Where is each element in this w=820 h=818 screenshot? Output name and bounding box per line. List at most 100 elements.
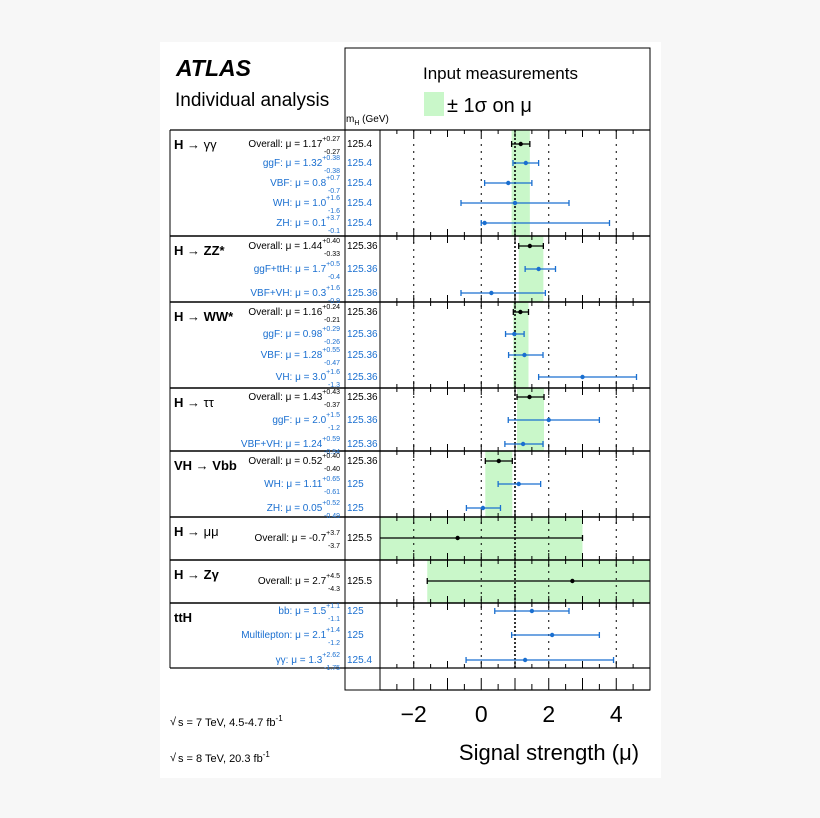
row-label-up: +2.62 <box>322 652 340 659</box>
row-label-down-2-1: -0.26 <box>324 339 340 346</box>
mh-value-7-1: 125 <box>347 630 364 641</box>
grid-layer <box>413 130 617 668</box>
row-label-up: +0.38 <box>322 155 340 162</box>
row-label-down-3-0: -0.37 <box>324 402 340 409</box>
row-label-down-6-0: -4.3 <box>328 586 340 593</box>
row-label-down-4-2: -0.49 <box>324 513 340 520</box>
group-label-part-1: γγ <box>204 137 218 152</box>
point-0-1 <box>523 160 528 166</box>
row-label-7-1: Multilepton: μ = 2.1+1.4 <box>241 627 340 641</box>
row-label-main: ggF+ttH: μ = 1.7 <box>254 264 327 275</box>
x-tick-label-3: 4 <box>610 701 623 727</box>
row-label-0-3: WH: μ = 1.0+1.6 <box>273 195 340 209</box>
mh-value-2-0: 125.36 <box>347 307 378 318</box>
row-label-main: VBF: μ = 1.28 <box>261 350 323 361</box>
row-label-0-1: ggF: μ = 1.32+0.38 <box>263 155 340 169</box>
x-axis-label: Signal strength (μ) <box>459 740 639 765</box>
group-label-part-0: H → <box>174 309 204 324</box>
row-label-up: +1.6 <box>326 369 340 376</box>
row-label-up: +0.27 <box>322 136 340 143</box>
group-label-6: H → Zγ <box>174 567 220 582</box>
group-label-1: H → ZZ* <box>174 243 226 258</box>
point-4-1 <box>516 481 521 487</box>
group-label-part-0: H → <box>174 567 204 582</box>
row-label-5-0: Overall: μ = -0.7+3.7 <box>255 530 341 544</box>
mh-value-3-0: 125.36 <box>347 392 378 403</box>
mh-value-4-1: 125 <box>347 479 364 490</box>
mh-value-7-0: 125 <box>347 606 364 617</box>
group-label-part-1: WW* <box>204 309 235 324</box>
group-label-2: H → WW* <box>174 309 234 324</box>
row-label-up: +0.40 <box>322 453 340 460</box>
energy-note-main: s = 7 TeV, 4.5-4.7 fb <box>178 717 276 729</box>
mh-value-1-2: 125.36 <box>347 288 378 299</box>
subtitle-text: Individual analysis <box>175 90 329 111</box>
row-label-down-2-2: -0.47 <box>324 360 340 367</box>
row-label-up: +3.7 <box>326 530 340 537</box>
row-label-main: ggF: μ = 2.0 <box>272 415 326 426</box>
row-label-down-3-2: -0.54 <box>324 449 340 456</box>
row-label-main: WH: μ = 1.11 <box>264 479 323 490</box>
group-label-7: ttH <box>174 610 192 625</box>
row-label-2-2: VBF: μ = 1.28+0.55 <box>261 347 340 361</box>
row-label-up: +1.1 <box>326 603 340 610</box>
point-6-0 <box>570 578 575 584</box>
row-label-up: +0.7 <box>326 175 340 182</box>
group-label-0: H → γγ <box>174 137 217 152</box>
row-label-1-2: VBF+VH: μ = 0.3+1.6 <box>250 285 340 299</box>
row-label-up: +0.40 <box>322 238 340 245</box>
mh-header-m: m <box>346 114 354 125</box>
row-label-main: Overall: μ = -0.7 <box>255 533 327 544</box>
row-label-main: Multilepton: μ = 2.1 <box>241 630 326 641</box>
row-label-up: +0.5 <box>326 261 340 268</box>
row-label-down-0-2: -0.7 <box>328 188 340 195</box>
row-label-main: VH: μ = 3.0 <box>276 372 327 383</box>
row-label-up: +0.52 <box>322 500 340 507</box>
row-label-main: VBF+VH: μ = 1.24 <box>241 439 323 450</box>
row-label-3-1: ggF: μ = 2.0+1.5 <box>272 412 340 426</box>
row-label-main: bb: μ = 1.5 <box>278 606 326 617</box>
frame-layer <box>169 47 651 691</box>
row-label-7-2: γγ: μ = 1.3+2.62 <box>276 652 340 666</box>
row-label-up: +1.4 <box>326 627 340 634</box>
marks-layer <box>380 141 650 663</box>
row-label-up: +0.43 <box>322 389 340 396</box>
sqrt-sign-0: √ <box>170 716 177 728</box>
mh-value-0-2: 125.4 <box>347 178 372 189</box>
row-label-down-7-0: -1.1 <box>328 616 340 623</box>
point-2-2 <box>522 352 527 358</box>
signal-strength-chart: −2 0 2 4 Signal strength (μ) ATLAS Individual … <box>169 47 651 765</box>
point-1-2 <box>489 290 494 296</box>
point-2-0 <box>518 309 523 315</box>
row-label-3-2: VBF+VH: μ = 1.24+0.59 <box>241 436 340 450</box>
legend-band-label: ± 1σ on μ <box>447 95 532 117</box>
mh-value-4-2: 125 <box>347 503 364 514</box>
row-label-main: Overall: μ = 1.43 <box>248 392 322 403</box>
text-layer: −2 0 2 4 Signal strength (μ) ATLAS Individual … <box>170 55 639 765</box>
row-label-3-0: Overall: μ = 1.43+0.43 <box>248 389 340 403</box>
row-label-6-0: Overall: μ = 2.7+4.5 <box>258 573 340 587</box>
point-5-0 <box>455 535 460 541</box>
row-label-down-2-0: -0.21 <box>324 317 340 324</box>
point-2-3 <box>580 374 585 380</box>
row-label-main: Overall: μ = 0.52 <box>248 456 322 467</box>
group-label-5: H → μμ <box>174 524 219 539</box>
group-label-part-1: Zγ <box>204 567 220 582</box>
x-tick-label-1: 0 <box>475 701 488 727</box>
row-label-main: VBF+VH: μ = 0.3 <box>250 288 326 299</box>
point-4-0 <box>496 458 501 464</box>
row-label-down-1-2: -0.9 <box>328 298 340 305</box>
row-label-2-1: ggF: μ = 0.98+0.29 <box>263 326 340 340</box>
group-label-part-0: VH → Vbb <box>174 458 237 473</box>
group-label-part-1: μμ <box>204 524 219 539</box>
point-1-1 <box>536 266 541 272</box>
row-label-up: +4.5 <box>326 573 340 580</box>
point-7-1 <box>549 632 555 638</box>
row-label-2-3: VH: μ = 3.0+1.6 <box>276 369 340 383</box>
row-label-up: +0.65 <box>322 476 340 483</box>
row-label-down-0-3: -1.6 <box>328 208 340 215</box>
row-label-up: +1.5 <box>326 412 340 419</box>
group-label-part-1: ττ <box>204 395 215 410</box>
row-label-7-0: bb: μ = 1.5+1.1 <box>278 603 340 617</box>
group-label-3: H → ττ <box>174 395 215 410</box>
